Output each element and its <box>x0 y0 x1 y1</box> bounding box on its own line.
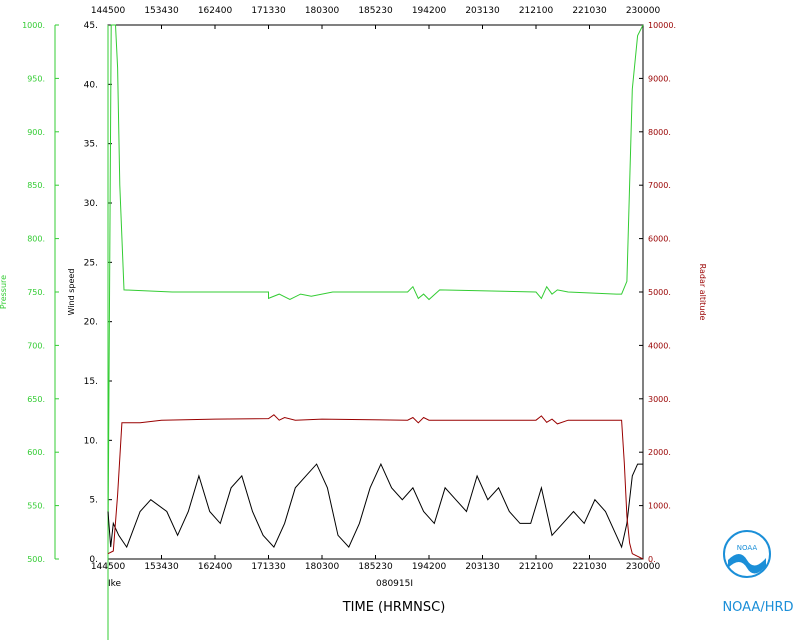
x-tick-label-top: 180300 <box>305 6 340 16</box>
series-line-wind <box>107 462 643 549</box>
x-tick-label-top: 203130 <box>465 6 500 16</box>
wind-tick-label: 25. <box>84 258 98 268</box>
x-tick-label-top: 144500 <box>91 6 126 16</box>
x-tick-label-bottom: 180300 <box>305 562 340 572</box>
wind-tick-label: 5. <box>89 496 98 506</box>
noaa-emblem-text: NOAA <box>737 544 758 552</box>
wind-tick-label: 15. <box>84 377 98 387</box>
storm-name: Ike <box>108 579 122 589</box>
x-tick-label-bottom: 203130 <box>465 562 500 572</box>
pressure-tick-label: 550. <box>27 502 45 511</box>
x-tick-label-top: 171330 <box>251 6 286 16</box>
series <box>107 24 644 560</box>
radar-tick-label: 4000. <box>648 341 671 350</box>
x-tick-label-bottom: 221030 <box>572 562 607 572</box>
pressure-tick-label: 500. <box>27 555 45 564</box>
x-tick-label-top: 153430 <box>144 6 179 16</box>
wind-tick-label: 40. <box>84 80 98 90</box>
radar-axis-title: Radar altitude <box>698 264 707 321</box>
x-tick-label-bottom: 171330 <box>251 562 286 572</box>
radar-tick-label: 2000. <box>648 448 671 457</box>
wind-tick-label: 45. <box>84 21 98 31</box>
series-line-radar <box>107 414 644 560</box>
x-axis-title: TIME (HRMNSC) <box>342 600 446 615</box>
x-tick-label-bottom: 162400 <box>198 562 233 572</box>
x-tick-label-top: 162400 <box>198 6 233 16</box>
radar-tick-label: 0. <box>648 555 656 564</box>
wind-tick-label: 0. <box>89 555 98 565</box>
series-line-pressure <box>107 24 644 547</box>
radar-tick-label: 7000. <box>648 181 671 190</box>
x-tick-label-bottom: 144500 <box>91 562 126 572</box>
x-tick-label-bottom: 153430 <box>144 562 179 572</box>
radar-tick-label: 6000. <box>648 235 671 244</box>
radar-tick-label: 9000. <box>648 74 671 83</box>
noaa-emblem-icon <box>723 530 771 578</box>
pressure-tick-label: 600. <box>27 448 45 457</box>
pressure-tick-label: 800. <box>27 235 45 244</box>
x-tick-label-bottom: 212100 <box>519 562 554 572</box>
wind-tick-label: 35. <box>84 140 98 150</box>
x-tick-label-bottom: 185230 <box>358 562 393 572</box>
radar-tick-label: 3000. <box>648 395 671 404</box>
labels: 144500 144500 153430 153430 162400 162400 1713… <box>0 6 707 572</box>
noaa-bird-icon <box>728 554 766 574</box>
noaa-logo: NOAA NOAA/HRD <box>722 530 794 615</box>
x-tick-label-top: 194200 <box>412 6 447 16</box>
noaa-hrd-text: NOAA/HRD <box>722 600 793 615</box>
x-tick-label-bottom: 230000 <box>626 562 661 572</box>
radar-tick-label: 5000. <box>648 288 671 297</box>
pressure-tick-label: 900. <box>27 128 45 137</box>
radar-tick-label: 10000. <box>648 21 676 30</box>
pressure-tick-label: 950. <box>27 74 45 83</box>
radar-tick-label: 8000. <box>648 128 671 137</box>
x-tick-label-top: 212100 <box>519 6 554 16</box>
pressure-tick-label: 700. <box>27 341 45 350</box>
wind-tick-label: 20. <box>84 318 98 328</box>
wind-axis-title: Wind speed <box>67 269 76 316</box>
x-tick-label-top: 221030 <box>572 6 607 16</box>
pressure-tick-label: 850. <box>27 181 45 190</box>
wind-tick-label: 10. <box>84 436 98 446</box>
radar-tick-label: 1000. <box>648 502 671 511</box>
x-tick-label-top: 185230 <box>358 6 393 16</box>
pressure-tick-label: 650. <box>27 395 45 404</box>
x-tick-label-bottom: 194200 <box>412 562 447 572</box>
pressure-tick-label: 750. <box>27 288 45 297</box>
pressure-tick-label: 1000. <box>22 21 45 30</box>
x-tick-label-top: 230000 <box>626 6 661 16</box>
wind-tick-label: 30. <box>84 199 98 209</box>
flight-id: 080915I <box>376 579 413 589</box>
pressure-axis-title: Pressure <box>0 275 8 309</box>
